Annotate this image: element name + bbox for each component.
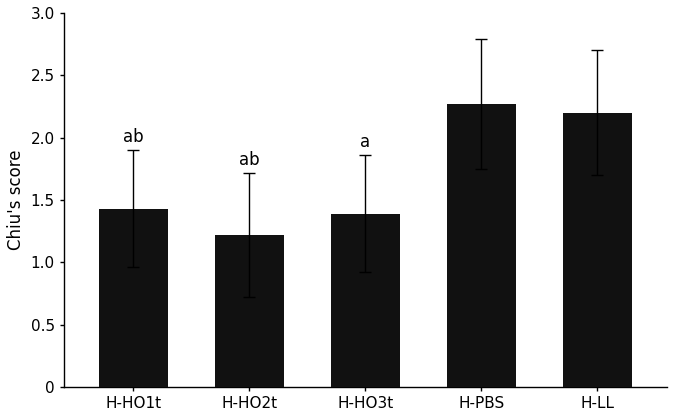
Text: ab: ab <box>123 128 144 146</box>
Bar <box>447 104 516 387</box>
Text: ab: ab <box>239 151 259 169</box>
Bar <box>563 113 632 387</box>
Y-axis label: Chiu's score: Chiu's score <box>7 150 25 250</box>
Bar <box>214 235 284 387</box>
Bar <box>331 214 400 387</box>
Text: a: a <box>361 133 371 151</box>
Bar <box>98 209 168 387</box>
